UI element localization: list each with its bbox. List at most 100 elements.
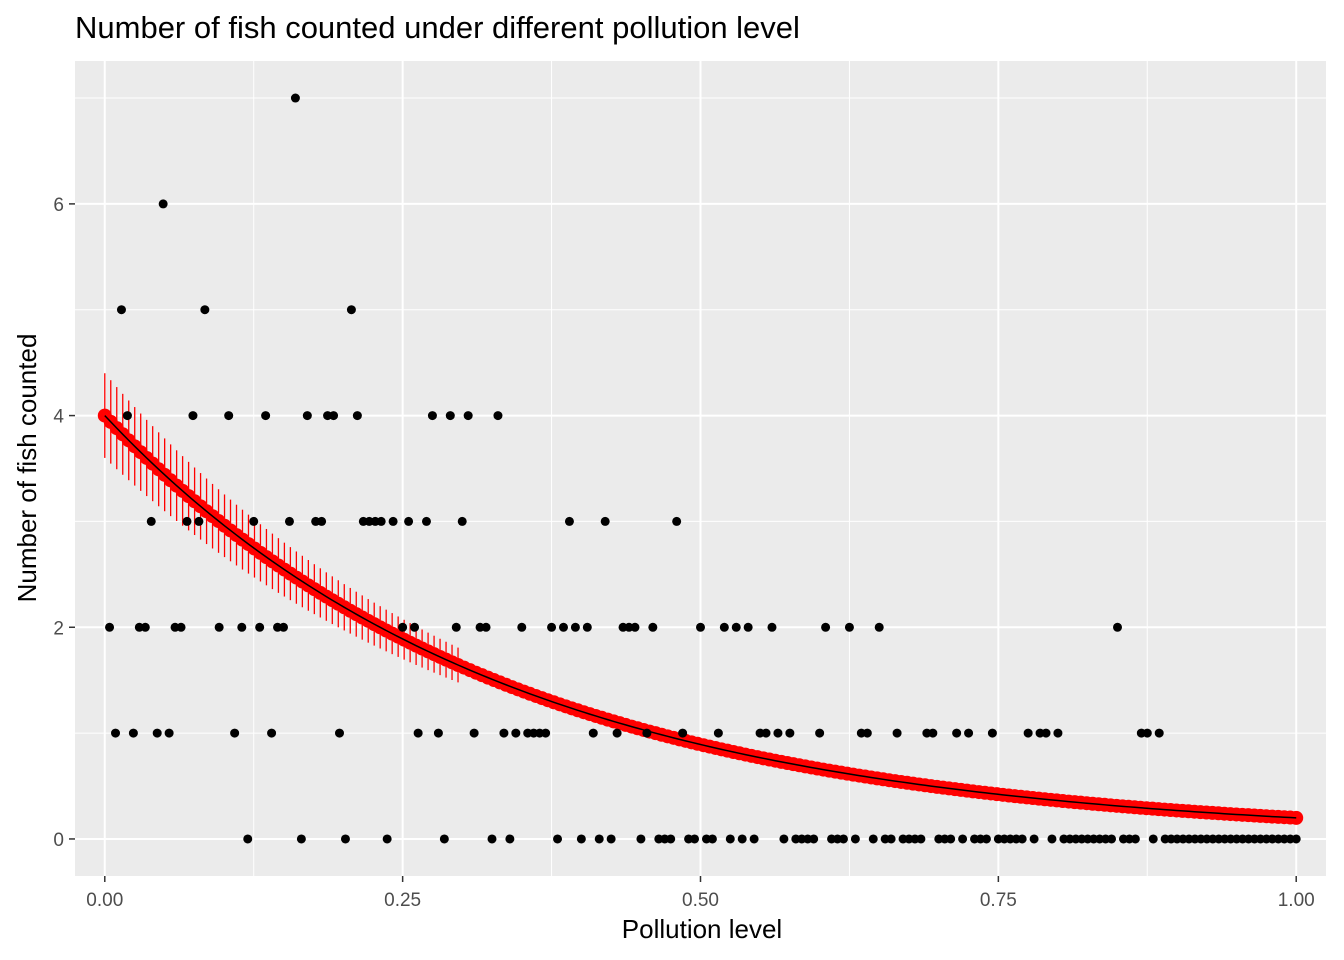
observed-point (410, 622, 420, 632)
observed-point (421, 516, 431, 526)
observed-point (164, 728, 174, 738)
observed-point (261, 411, 271, 421)
observed-point (553, 834, 563, 844)
observed-point (188, 411, 198, 421)
observed-point (249, 516, 259, 526)
observed-point (707, 834, 717, 844)
observed-point (340, 834, 350, 844)
observed-point (140, 622, 150, 632)
observed-point (317, 516, 327, 526)
observed-point (1017, 834, 1027, 844)
observed-point (1148, 834, 1158, 844)
observed-point (767, 622, 777, 632)
observed-point (388, 516, 398, 526)
observed-point (505, 834, 515, 844)
observed-point (404, 516, 414, 526)
observed-point (749, 834, 759, 844)
observed-point (1142, 728, 1152, 738)
observed-point (844, 622, 854, 632)
observed-points (105, 93, 1301, 844)
observed-point (666, 834, 676, 844)
observed-point (690, 834, 700, 844)
observed-point (850, 834, 860, 844)
observed-point (230, 728, 240, 738)
observed-point (809, 834, 819, 844)
observed-point (773, 728, 783, 738)
observed-point (158, 199, 168, 209)
observed-point (457, 516, 467, 526)
observed-point (302, 411, 312, 421)
observed-point (678, 728, 688, 738)
observed-point (445, 411, 455, 421)
observed-point (284, 516, 294, 526)
observed-point (176, 622, 186, 632)
observed-point (648, 622, 658, 632)
observed-point (1029, 834, 1039, 844)
observed-point (439, 834, 449, 844)
observed-point (886, 834, 896, 844)
observed-point (570, 622, 580, 632)
observed-point (346, 305, 356, 315)
observed-point (433, 728, 443, 738)
observed-point (243, 834, 253, 844)
fitted-point (1289, 810, 1304, 825)
observed-point (612, 728, 622, 738)
observed-point (1107, 834, 1117, 844)
observed-point (547, 622, 557, 632)
observed-point (874, 622, 884, 632)
observed-point (1291, 834, 1301, 844)
observed-point (588, 728, 598, 738)
observed-point (821, 622, 831, 632)
observed-point (928, 728, 938, 738)
observed-point (779, 834, 789, 844)
observed-point (329, 411, 339, 421)
observed-point (916, 834, 926, 844)
observed-point (517, 622, 527, 632)
observed-point (672, 516, 682, 526)
observed-point (1023, 728, 1033, 738)
observed-point (719, 622, 729, 632)
observed-point (1047, 834, 1057, 844)
observed-point (451, 622, 461, 632)
observed-point (427, 411, 437, 421)
observed-point (128, 728, 138, 738)
observed-point (785, 728, 795, 738)
observed-point (398, 622, 408, 632)
observed-point (1154, 728, 1164, 738)
observed-point (952, 728, 962, 738)
observed-point (255, 622, 265, 632)
observed-point (815, 728, 825, 738)
observed-point (1130, 834, 1140, 844)
observed-point (958, 834, 968, 844)
observed-point (868, 834, 878, 844)
x-tick-label: 0.50 (682, 890, 719, 911)
observed-point (182, 516, 192, 526)
observed-point (1113, 622, 1122, 632)
observed-point (469, 728, 479, 738)
observed-point (511, 728, 521, 738)
observed-point (290, 93, 300, 103)
observed-point (413, 728, 423, 738)
observed-point (713, 728, 723, 738)
observed-point (487, 834, 497, 844)
observed-point (146, 516, 156, 526)
y-tick-label: 4 (53, 407, 64, 428)
observed-point (642, 728, 652, 738)
observed-point (152, 728, 162, 738)
x-tick-label: 1.00 (1278, 890, 1315, 911)
observed-point (214, 622, 224, 632)
observed-point (493, 411, 503, 421)
observed-point (279, 622, 288, 632)
observed-point (200, 305, 210, 315)
observed-point (481, 622, 491, 632)
observed-point (1053, 728, 1063, 738)
observed-point (376, 516, 386, 526)
observed-point (987, 728, 997, 738)
observed-point (636, 834, 646, 844)
observed-point (463, 411, 473, 421)
observed-point (122, 411, 132, 421)
observed-point (334, 728, 344, 738)
observed-point (892, 728, 902, 738)
observed-point (194, 516, 204, 526)
observed-point (594, 834, 604, 844)
